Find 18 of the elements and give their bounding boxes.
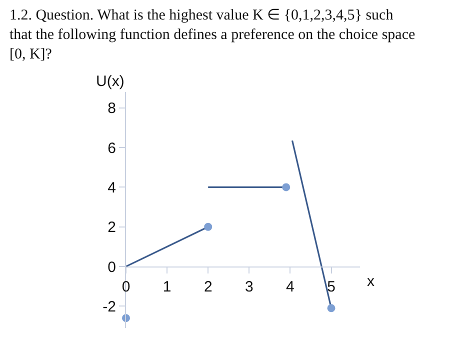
y-tick-label: 4 bbox=[108, 179, 116, 196]
x-tick-label: 4 bbox=[286, 278, 294, 296]
point bbox=[282, 183, 290, 192]
x-tick-label: 5 bbox=[327, 278, 336, 296]
x-tick-label: 1 bbox=[162, 278, 172, 296]
y-tick-label: -2 bbox=[102, 298, 116, 316]
y-axis-title: U(x) bbox=[96, 73, 124, 90]
chart-title: 1.2. Question. What is the highest value K ∈ {0,1,2,3,4,5} such that the following function defines a preference on the choice space [0, K]? bbox=[9, 8, 416, 62]
y-tick-label: 6 bbox=[108, 140, 116, 157]
y-tick-label: 2 bbox=[108, 219, 116, 236]
y-tick-label: 0 bbox=[108, 258, 116, 276]
y-tick-label: 8 bbox=[108, 100, 116, 118]
x-tick-label: 0 bbox=[122, 278, 130, 296]
x-tick-label: 2 bbox=[204, 278, 212, 296]
x-tick-label: 3 bbox=[244, 278, 254, 296]
point bbox=[204, 222, 212, 231]
point bbox=[327, 304, 336, 312]
x-axis-title: x bbox=[367, 273, 375, 290]
